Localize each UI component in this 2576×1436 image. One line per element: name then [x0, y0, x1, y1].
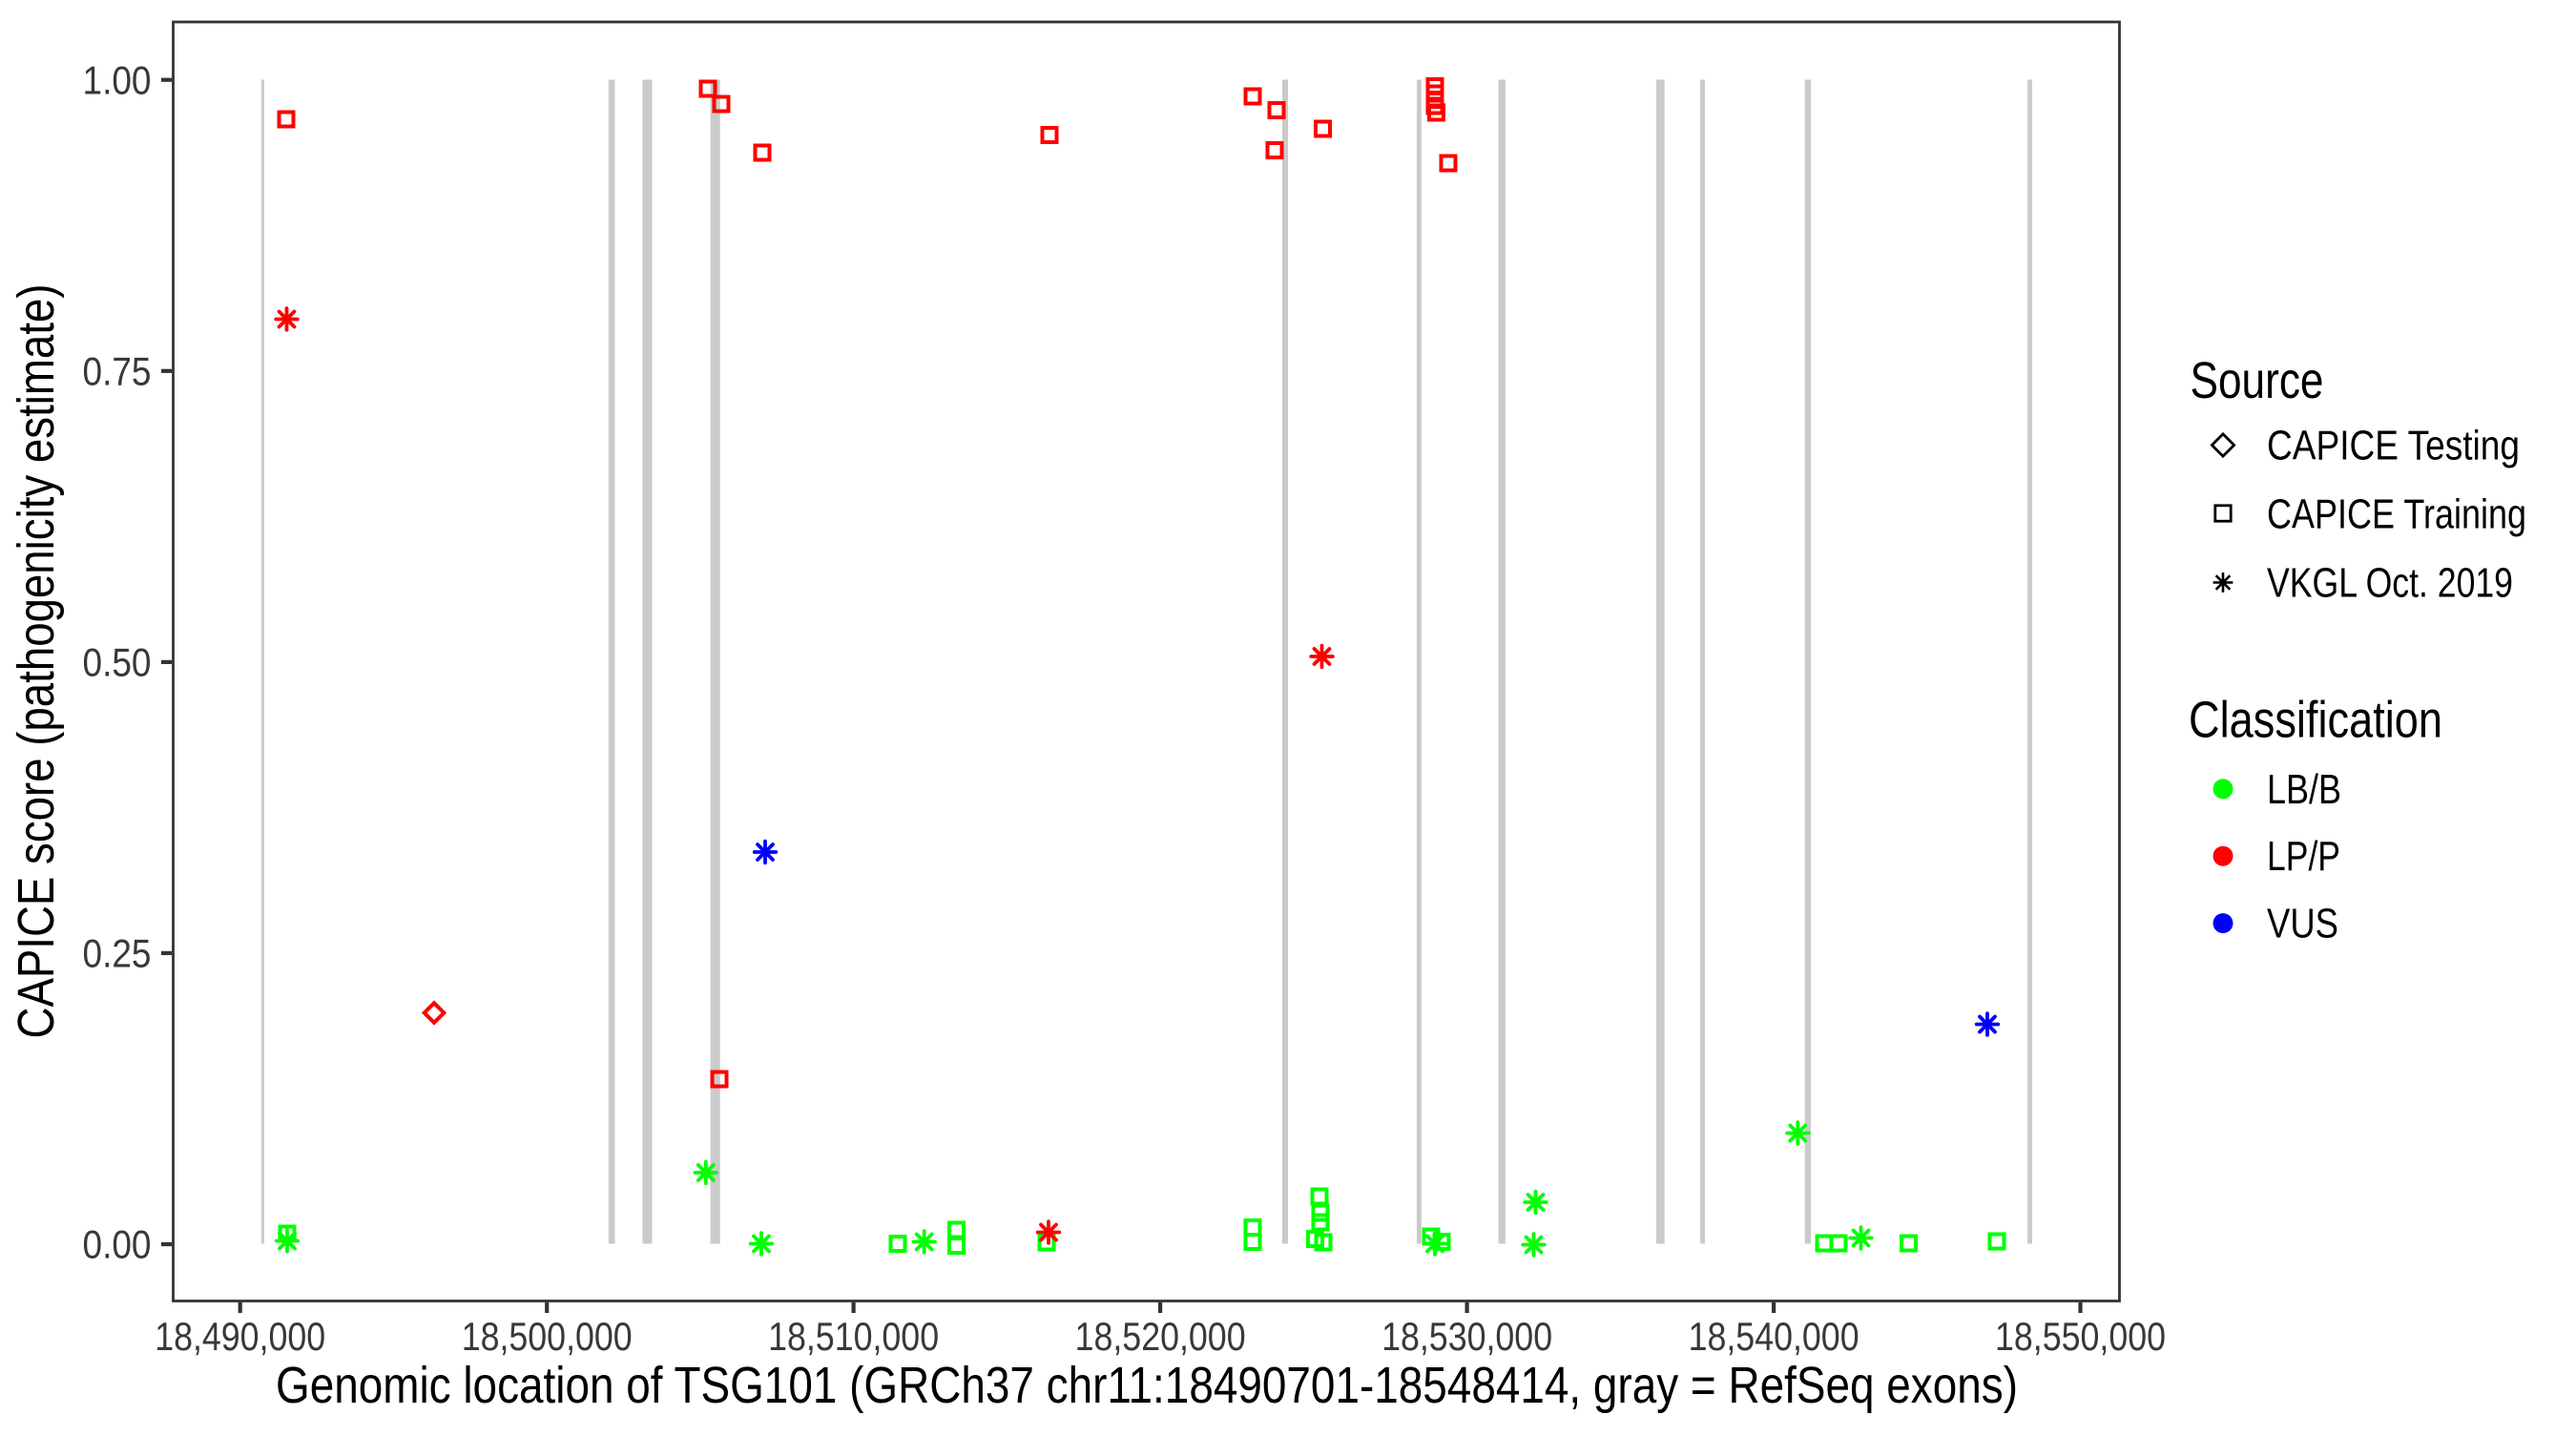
svg-text:18,500,000: 18,500,000	[462, 1314, 633, 1359]
svg-text:0.25: 0.25	[83, 931, 152, 976]
svg-text:Source: Source	[2191, 352, 2324, 409]
svg-text:18,490,000: 18,490,000	[155, 1314, 325, 1359]
svg-text:18,520,000: 18,520,000	[1075, 1314, 1246, 1359]
svg-text:VKGL Oct. 2019: VKGL Oct. 2019	[2267, 561, 2513, 607]
svg-text:Classification: Classification	[2189, 691, 2442, 748]
svg-text:CAPICE score (pathogenicity es: CAPICE score (pathogenicity estimate)	[8, 284, 65, 1039]
svg-text:18,510,000: 18,510,000	[768, 1314, 939, 1359]
svg-text:LB/B: LB/B	[2267, 767, 2341, 813]
svg-text:CAPICE Testing: CAPICE Testing	[2267, 424, 2520, 469]
svg-text:CAPICE Training: CAPICE Training	[2267, 492, 2526, 538]
svg-text:18,540,000: 18,540,000	[1689, 1314, 1859, 1359]
svg-text:1.00: 1.00	[83, 57, 152, 102]
svg-text:18,550,000: 18,550,000	[1995, 1314, 2166, 1359]
svg-text:0.50: 0.50	[83, 640, 152, 685]
svg-text:0.75: 0.75	[83, 348, 152, 393]
svg-text:0.00: 0.00	[83, 1222, 152, 1267]
svg-text:LP/P: LP/P	[2267, 834, 2340, 880]
svg-text:VUS: VUS	[2267, 902, 2338, 947]
svg-text:Genomic location of TSG101 (GR: Genomic location of TSG101 (GRCh37 chr11…	[276, 1357, 2018, 1414]
svg-text:18,530,000: 18,530,000	[1381, 1314, 1552, 1359]
